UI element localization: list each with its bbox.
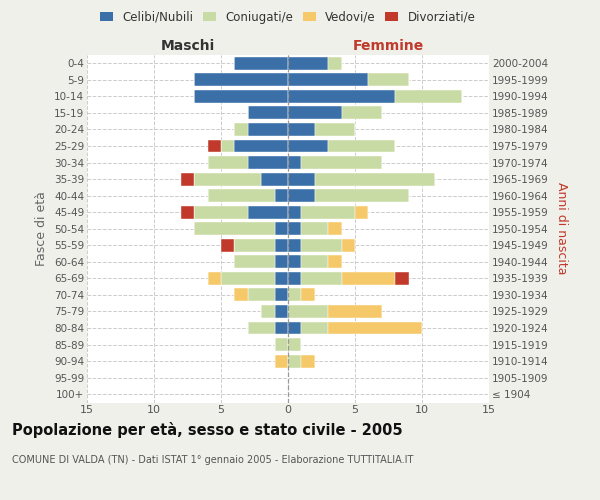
Bar	[288, 256, 301, 268]
Bar	[275, 288, 288, 302]
Text: COMUNE DI VALDA (TN) - Dati ISTAT 1° gennaio 2005 - Elaborazione TUTTITALIA.IT: COMUNE DI VALDA (TN) - Dati ISTAT 1° gen…	[12, 455, 413, 465]
Bar	[208, 189, 275, 202]
Bar	[301, 206, 355, 218]
Bar	[288, 189, 315, 202]
Bar	[194, 172, 261, 186]
Bar	[181, 172, 194, 186]
Text: Maschi: Maschi	[160, 38, 215, 52]
Bar	[194, 74, 288, 86]
Bar	[328, 140, 395, 152]
Text: Popolazione per età, sesso e stato civile - 2005: Popolazione per età, sesso e stato civil…	[12, 422, 403, 438]
Bar	[301, 288, 315, 302]
Bar	[221, 140, 235, 152]
Bar	[221, 272, 275, 285]
Bar	[208, 272, 221, 285]
Bar	[355, 206, 368, 218]
Bar	[235, 57, 288, 70]
Bar	[301, 272, 341, 285]
Bar	[288, 74, 368, 86]
Bar	[275, 354, 288, 368]
Bar	[261, 172, 288, 186]
Bar	[288, 90, 395, 103]
Bar	[248, 322, 275, 334]
Bar	[288, 156, 301, 169]
Bar	[194, 222, 275, 235]
Bar	[288, 354, 301, 368]
Bar	[301, 239, 341, 252]
Bar	[288, 106, 341, 120]
Bar	[275, 222, 288, 235]
Bar	[288, 206, 301, 218]
Bar	[288, 338, 301, 351]
Bar	[235, 123, 248, 136]
Bar	[368, 74, 409, 86]
Bar	[194, 206, 248, 218]
Bar	[288, 172, 315, 186]
Bar	[288, 272, 301, 285]
Bar	[301, 256, 328, 268]
Legend: Celibi/Nubili, Coniugati/e, Vedovi/e, Divorziati/e: Celibi/Nubili, Coniugati/e, Vedovi/e, Di…	[95, 6, 481, 28]
Bar	[275, 189, 288, 202]
Bar	[328, 305, 382, 318]
Text: Femmine: Femmine	[353, 38, 424, 52]
Y-axis label: Anni di nascita: Anni di nascita	[555, 182, 568, 275]
Bar	[221, 239, 235, 252]
Bar	[235, 140, 288, 152]
Bar	[275, 322, 288, 334]
Bar	[275, 272, 288, 285]
Bar	[248, 206, 288, 218]
Bar	[288, 222, 301, 235]
Bar	[275, 256, 288, 268]
Bar	[208, 140, 221, 152]
Bar	[288, 322, 301, 334]
Bar	[275, 305, 288, 318]
Bar	[288, 305, 328, 318]
Bar	[194, 90, 288, 103]
Bar	[235, 256, 275, 268]
Bar	[328, 322, 422, 334]
Bar	[301, 222, 328, 235]
Bar	[288, 123, 315, 136]
Bar	[301, 354, 315, 368]
Bar	[288, 288, 301, 302]
Bar	[181, 206, 194, 218]
Y-axis label: Fasce di età: Fasce di età	[35, 192, 49, 266]
Bar	[275, 239, 288, 252]
Bar	[315, 123, 355, 136]
Bar	[315, 172, 436, 186]
Bar	[315, 189, 409, 202]
Bar	[208, 156, 248, 169]
Bar	[275, 338, 288, 351]
Bar	[248, 288, 275, 302]
Bar	[328, 256, 341, 268]
Bar	[395, 90, 462, 103]
Bar	[395, 272, 409, 285]
Bar	[288, 239, 301, 252]
Bar	[248, 156, 288, 169]
Bar	[301, 156, 382, 169]
Bar	[328, 57, 341, 70]
Bar	[341, 272, 395, 285]
Bar	[328, 222, 341, 235]
Bar	[288, 57, 328, 70]
Bar	[248, 123, 288, 136]
Bar	[248, 106, 288, 120]
Bar	[235, 239, 275, 252]
Bar	[235, 288, 248, 302]
Bar	[341, 106, 382, 120]
Bar	[341, 239, 355, 252]
Bar	[288, 140, 328, 152]
Bar	[301, 322, 328, 334]
Bar	[261, 305, 275, 318]
